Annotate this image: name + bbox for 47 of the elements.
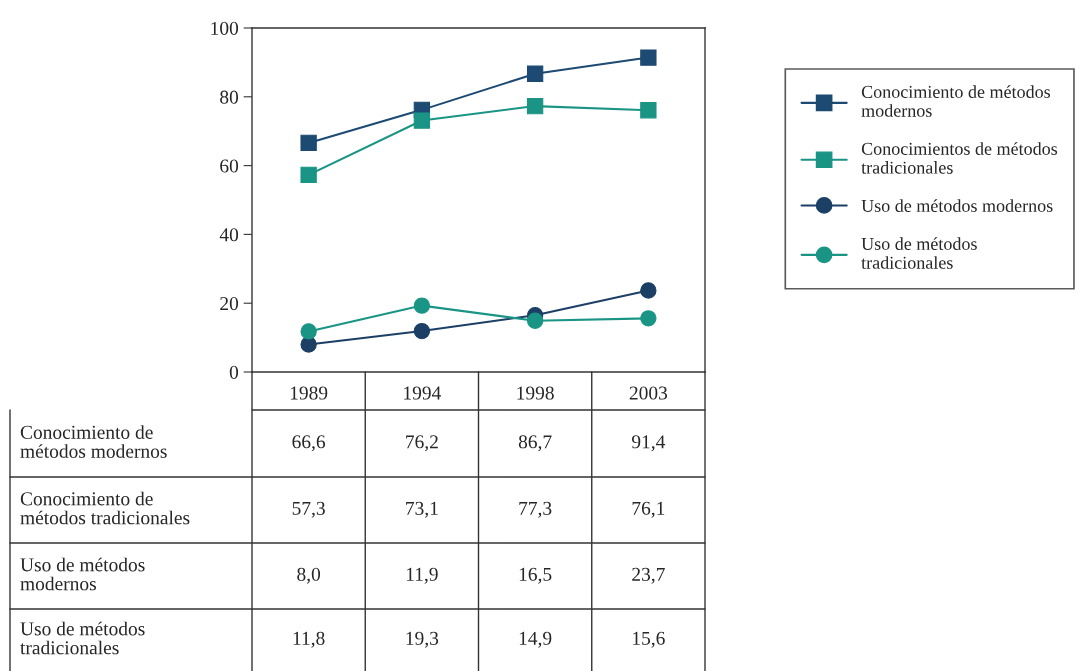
point bbox=[413, 297, 431, 314]
legend-label: Uso de métodos modernos bbox=[861, 199, 1053, 212]
data-label: 11,9 bbox=[406, 567, 438, 584]
point bbox=[526, 97, 544, 115]
data-label: 16,5 bbox=[519, 567, 552, 584]
data-label: 91,4 bbox=[631, 435, 666, 452]
text: Uso de métodos tradicionales bbox=[20, 621, 145, 655]
legend-label: Conocimientos de métodos tradicionales bbox=[861, 142, 1058, 174]
y-tick-label: 100 bbox=[211, 21, 239, 35]
point bbox=[526, 65, 544, 82]
x-tick-label: 1994 bbox=[404, 386, 442, 400]
point bbox=[640, 102, 657, 119]
data-label: 86,7 bbox=[518, 435, 552, 452]
data-label: 23,7 bbox=[632, 567, 665, 584]
point bbox=[300, 166, 317, 184]
y-tick-label: 20 bbox=[220, 297, 239, 311]
data-label: 14,9 bbox=[519, 631, 552, 648]
x-tick-label: 1998 bbox=[517, 386, 554, 400]
text: Uso de métodos modernos bbox=[20, 557, 145, 591]
data-label: 77,3 bbox=[519, 501, 552, 518]
point bbox=[640, 310, 657, 327]
data-label: 76,2 bbox=[406, 435, 438, 452]
data-label: 11,8 bbox=[293, 631, 325, 648]
data-label: 73,1 bbox=[406, 501, 438, 518]
point bbox=[300, 323, 317, 340]
point bbox=[640, 282, 657, 299]
text: Conocimiento de métodos tradicionales bbox=[20, 491, 190, 525]
point bbox=[413, 322, 431, 340]
data-label: 19,3 bbox=[406, 631, 439, 648]
y-tick-label: 40 bbox=[219, 228, 239, 242]
data-label: 66,6 bbox=[292, 435, 326, 452]
text: Conocimiento de métodos modernos bbox=[20, 425, 167, 458]
point bbox=[300, 134, 317, 152]
legend-label: Uso de métodos tradicionales bbox=[861, 237, 977, 269]
data-label: 57,3 bbox=[292, 501, 325, 518]
y-tick-label: 0 bbox=[229, 365, 239, 379]
x-tick-label: 2003 bbox=[629, 386, 668, 400]
data-label: 76,1 bbox=[632, 501, 665, 518]
point bbox=[413, 112, 431, 129]
point bbox=[526, 312, 544, 329]
y-tick-label: 60 bbox=[220, 159, 239, 173]
y-tick-label: 80 bbox=[220, 90, 239, 104]
data-label: 15,6 bbox=[633, 631, 665, 648]
x-tick-label: 1989 bbox=[290, 386, 328, 400]
legend-label: Conocimiento de métodos modernos bbox=[861, 85, 1051, 117]
data-label: 8,0 bbox=[297, 567, 321, 584]
point bbox=[640, 49, 657, 66]
